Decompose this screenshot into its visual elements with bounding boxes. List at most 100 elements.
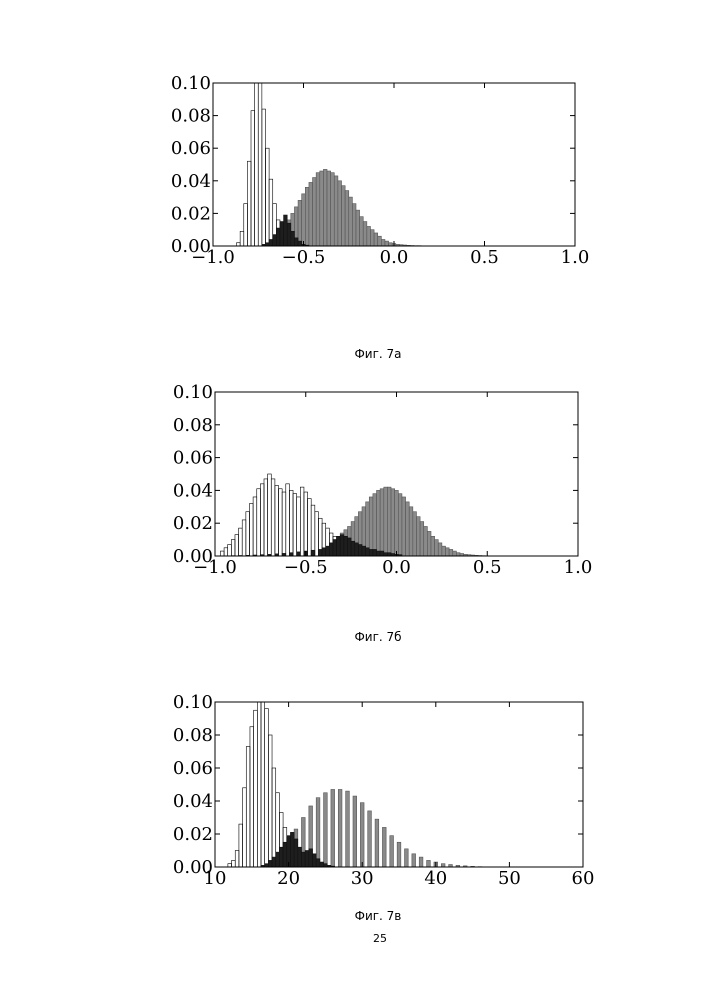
- histogram-bar-overlap: [337, 536, 341, 556]
- histogram-bar-overlap: [313, 854, 317, 867]
- histogram-bar-open: [261, 702, 265, 867]
- histogram-bar-gray: [402, 497, 406, 556]
- histogram-bar-gray: [368, 811, 372, 867]
- y-tick-label: 0.00: [173, 546, 213, 567]
- histogram-bar-overlap: [358, 545, 362, 556]
- histogram-bar-overlap: [309, 849, 313, 867]
- histogram-bar-open: [275, 485, 279, 556]
- histogram-bar-gray: [409, 507, 413, 556]
- y-tick-label: 0.04: [171, 171, 211, 192]
- plot-frame: [213, 83, 575, 246]
- histogram-bar-gray: [370, 230, 374, 246]
- histogram-bar-open: [257, 702, 261, 867]
- histogram-bar-gray: [367, 226, 371, 246]
- histogram-bar-open: [240, 231, 244, 246]
- histogram-bar-overlap: [294, 839, 298, 867]
- histogram-bar-overlap: [291, 231, 295, 246]
- histogram-bar-gray: [384, 487, 388, 556]
- histogram-bar-overlap: [351, 541, 355, 556]
- histogram-bar-gray: [442, 546, 446, 556]
- page-number: 25: [373, 932, 387, 945]
- histogram-bar-overlap: [301, 852, 305, 867]
- histogram-bar-gray: [309, 182, 313, 246]
- histogram-bar-gray: [416, 517, 420, 556]
- histogram-bar-open: [220, 551, 224, 556]
- histogram-bar-gray: [316, 798, 320, 867]
- histogram-bar-gray: [406, 502, 410, 556]
- histogram-bar-open: [249, 504, 253, 556]
- histogram-bar-overlap: [369, 549, 373, 556]
- histogram-bar-overlap: [373, 549, 377, 556]
- histogram-bar-overlap: [318, 549, 322, 556]
- histogram-bar-open: [289, 490, 293, 556]
- histogram-bar-open: [242, 520, 246, 556]
- histogram-bar-gray: [413, 512, 417, 556]
- histogram-bar-gray: [345, 191, 349, 246]
- histogram-bar-overlap: [269, 239, 273, 246]
- histogram-chart-7b: −1.0−0.50.00.51.00.000.020.040.060.080.1…: [173, 382, 592, 578]
- histogram-bar-overlap: [305, 851, 309, 868]
- histogram-bar-gray: [305, 187, 309, 246]
- histogram-bar-gray: [446, 548, 450, 556]
- histogram-chart-7a: −1.0−0.50.00.51.00.000.020.040.060.080.1…: [171, 73, 589, 268]
- histogram-bar-overlap: [294, 238, 298, 246]
- histogram-bar-open: [251, 111, 255, 246]
- histogram-bar-open: [304, 492, 308, 556]
- histogram-bar-open: [247, 161, 251, 246]
- histogram-bar-gray: [385, 241, 389, 246]
- histogram-bar-open: [265, 709, 269, 867]
- histogram-bar-open: [262, 109, 266, 246]
- histogram-bar-overlap: [348, 538, 352, 556]
- histogram-bar-open: [244, 204, 248, 246]
- x-tick-label: 1.0: [564, 557, 593, 578]
- histogram-bar-gray: [316, 173, 320, 246]
- histogram-bar-gray: [302, 194, 306, 246]
- histogram-bar-overlap: [284, 215, 288, 246]
- histogram-bar-gray: [320, 171, 324, 246]
- histogram-bar-overlap: [298, 241, 302, 246]
- histogram-bar-gray: [342, 186, 346, 246]
- histogram-bar-gray: [427, 860, 431, 867]
- histogram-bar-gray: [338, 181, 342, 246]
- histogram-bar-overlap: [276, 852, 280, 867]
- histogram-bar-gray: [424, 526, 428, 556]
- histogram-bar-overlap: [283, 842, 287, 867]
- y-tick-label: 0.02: [171, 203, 211, 224]
- histogram-bar-gray: [331, 789, 335, 867]
- histogram-bar-gray: [387, 487, 391, 556]
- histogram-bar-gray: [449, 549, 453, 556]
- histogram-bar-gray: [395, 490, 399, 556]
- histogram-bar-open: [286, 484, 290, 556]
- histogram-bar-gray: [338, 789, 342, 867]
- histogram-bar-open: [231, 540, 235, 556]
- histogram-bar-gray: [298, 200, 302, 246]
- histogram-bar-open: [269, 179, 273, 246]
- histogram-bar-overlap: [290, 832, 294, 867]
- histogram-bar-open: [235, 851, 239, 868]
- histogram-bar-gray: [352, 204, 356, 246]
- histogram-bar-gray: [349, 197, 353, 246]
- figure-caption-7b: Фиг. 7б: [354, 630, 401, 644]
- figure-caption-7a: Фиг. 7а: [354, 347, 401, 361]
- x-tick-label: 0.5: [470, 247, 499, 268]
- histogram-bar-open: [246, 512, 250, 556]
- y-tick-label: 0.10: [173, 692, 213, 713]
- histogram-bar-open: [293, 494, 297, 556]
- x-tick-label: −0.5: [284, 557, 328, 578]
- histogram-bar-open: [232, 860, 236, 867]
- histogram-bar-open: [260, 484, 264, 556]
- histogram-bar-open: [246, 747, 250, 867]
- histogram-bar-gray: [327, 171, 331, 246]
- histogram-bar-open: [264, 479, 268, 556]
- histogram-bar-gray: [356, 210, 360, 246]
- y-tick-label: 0.10: [171, 73, 211, 94]
- histogram-bar-gray: [380, 489, 384, 556]
- histogram-bar-gray: [431, 536, 435, 556]
- histogram-bar-open: [235, 535, 239, 556]
- histogram-bar-overlap: [326, 546, 330, 556]
- y-tick-label: 0.02: [173, 824, 213, 845]
- histogram-bar-open: [265, 148, 269, 246]
- x-tick-label: −0.5: [282, 247, 326, 268]
- histogram-bar-gray: [331, 173, 335, 246]
- histogram-bar-open: [243, 788, 247, 867]
